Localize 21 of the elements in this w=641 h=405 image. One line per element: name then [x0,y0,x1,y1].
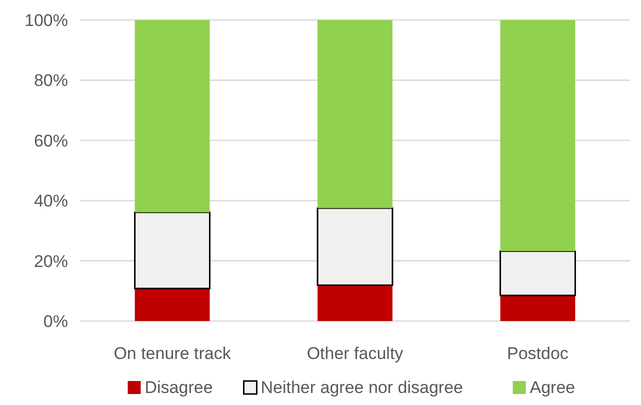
legend-label: Agree [530,378,576,397]
legend-label: Neither agree nor disagree [260,378,463,397]
bar [318,285,392,321]
y-tick-label: 100% [24,10,68,30]
bar [134,20,210,212]
y-tick-label: 60% [34,131,68,150]
bar [318,20,392,208]
y-tick-label: 0% [43,312,68,331]
bar [134,288,210,321]
legend-label: Disagree [144,378,213,397]
y-tick-label: 40% [34,192,68,211]
bar [500,295,576,321]
bar [500,20,576,252]
x-tick-label: Postdoc [507,344,569,363]
y-tick-label: 80% [34,71,68,90]
bar [134,212,210,290]
bar [316,207,394,286]
x-tick-label: Other faculty [306,344,404,363]
x-tick-label: On tenure track [114,344,232,363]
y-tick-label: 20% [34,252,68,271]
bar [500,250,576,296]
